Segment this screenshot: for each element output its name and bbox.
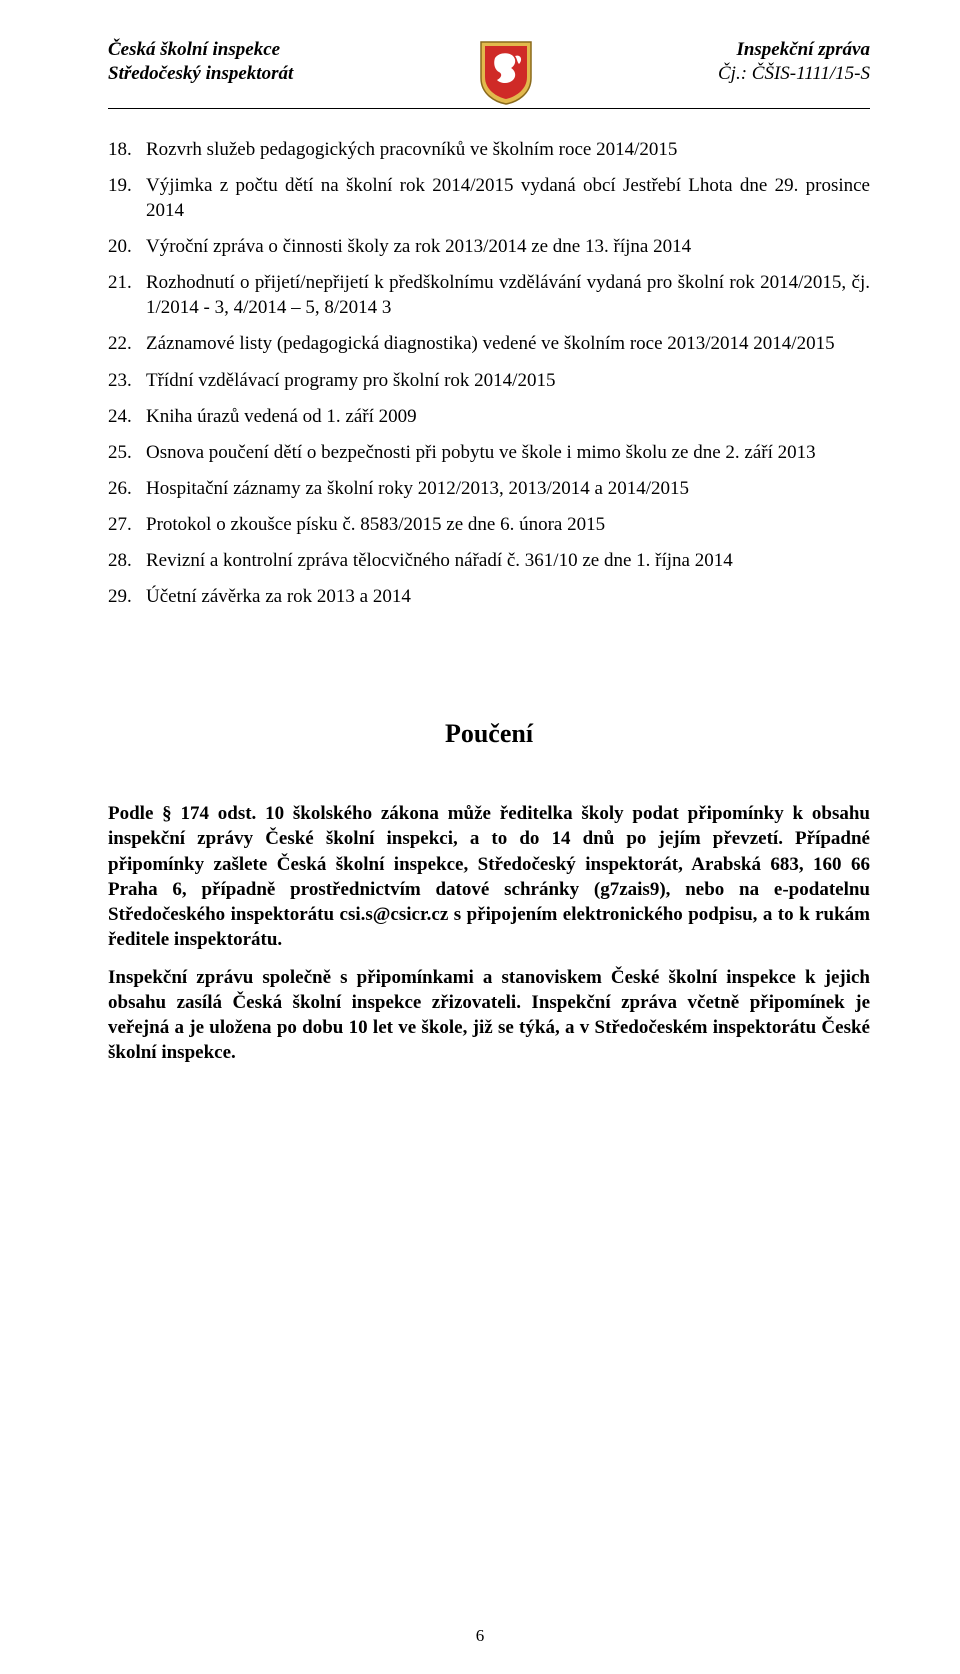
list-item-text: Protokol o zkoušce písku č. 8583/2015 ze… xyxy=(146,512,870,537)
list-item-number: 21. xyxy=(108,270,146,320)
list-item-text: Záznamové listy (pedagogická diagnostika… xyxy=(146,331,870,356)
paragraphs: Podle § 174 odst. 10 školského zákona mů… xyxy=(108,801,870,1066)
coat-of-arms-icon xyxy=(477,38,535,106)
header-doc-type: Inspekční zpráva xyxy=(718,38,870,62)
list-item-text: Výroční zpráva o činnosti školy za rok 2… xyxy=(146,234,870,259)
paragraph: Inspekční zprávu společně s připomínkami… xyxy=(108,965,870,1066)
list-item-number: 28. xyxy=(108,548,146,573)
list-item-number: 27. xyxy=(108,512,146,537)
list-item-text: Rozvrh služeb pedagogických pracovníků v… xyxy=(146,137,870,162)
list-item: 28.Revizní a kontrolní zpráva tělocvičné… xyxy=(108,548,870,573)
list-item: 24.Kniha úrazů vedená od 1. září 2009 xyxy=(108,404,870,429)
list-item: 18.Rozvrh služeb pedagogických pracovník… xyxy=(108,137,870,162)
list-item-number: 22. xyxy=(108,331,146,356)
header-right: Inspekční zpráva Čj.: ČŠIS-1111/15-S xyxy=(718,38,870,86)
list-item-text: Výjimka z počtu dětí na školní rok 2014/… xyxy=(146,173,870,223)
header-dept: Středočeský inspektorát xyxy=(108,62,293,86)
list-item-number: 29. xyxy=(108,584,146,609)
list-item-number: 24. xyxy=(108,404,146,429)
list-item-number: 23. xyxy=(108,368,146,393)
list-item-text: Osnova poučení dětí o bezpečnosti při po… xyxy=(146,440,870,465)
header-left: Česká školní inspekce Středočeský inspek… xyxy=(108,38,293,86)
header-ref-number: Čj.: ČŠIS-1111/15-S xyxy=(718,62,870,86)
list-item: 19.Výjimka z počtu dětí na školní rok 20… xyxy=(108,173,870,223)
list-item-text: Třídní vzdělávací programy pro školní ro… xyxy=(146,368,870,393)
list-item: 25.Osnova poučení dětí o bezpečnosti při… xyxy=(108,440,870,465)
list-item: 26.Hospitační záznamy za školní roky 201… xyxy=(108,476,870,501)
list-item-number: 25. xyxy=(108,440,146,465)
list-item-number: 19. xyxy=(108,173,146,223)
header-org: Česká školní inspekce xyxy=(108,38,293,62)
list-item-number: 18. xyxy=(108,137,146,162)
list-item-text: Rozhodnutí o přijetí/nepřijetí k předško… xyxy=(146,270,870,320)
list-item: 21.Rozhodnutí o přijetí/nepřijetí k před… xyxy=(108,270,870,320)
list-item-text: Revizní a kontrolní zpráva tělocvičného … xyxy=(146,548,870,573)
page-header: Česká školní inspekce Středočeský inspek… xyxy=(108,38,870,109)
list-item: 20.Výroční zpráva o činnosti školy za ro… xyxy=(108,234,870,259)
list-item-number: 26. xyxy=(108,476,146,501)
list-item-text: Kniha úrazů vedená od 1. září 2009 xyxy=(146,404,870,429)
page: Česká školní inspekce Středočeský inspek… xyxy=(0,0,960,1674)
list-item: 22.Záznamové listy (pedagogická diagnost… xyxy=(108,331,870,356)
header-emblem xyxy=(477,38,535,106)
list-item: 27.Protokol o zkoušce písku č. 8583/2015… xyxy=(108,512,870,537)
list-item-text: Hospitační záznamy za školní roky 2012/2… xyxy=(146,476,870,501)
list-item-number: 20. xyxy=(108,234,146,259)
numbered-list: 18.Rozvrh služeb pedagogických pracovník… xyxy=(108,137,870,609)
list-item: 23.Třídní vzdělávací programy pro školní… xyxy=(108,368,870,393)
list-item-text: Účetní závěrka za rok 2013 a 2014 xyxy=(146,584,870,609)
list-item: 29.Účetní závěrka za rok 2013 a 2014 xyxy=(108,584,870,609)
page-number: 6 xyxy=(0,1626,960,1646)
paragraph: Podle § 174 odst. 10 školského zákona mů… xyxy=(108,801,870,953)
section-heading: Poučení xyxy=(108,719,870,749)
